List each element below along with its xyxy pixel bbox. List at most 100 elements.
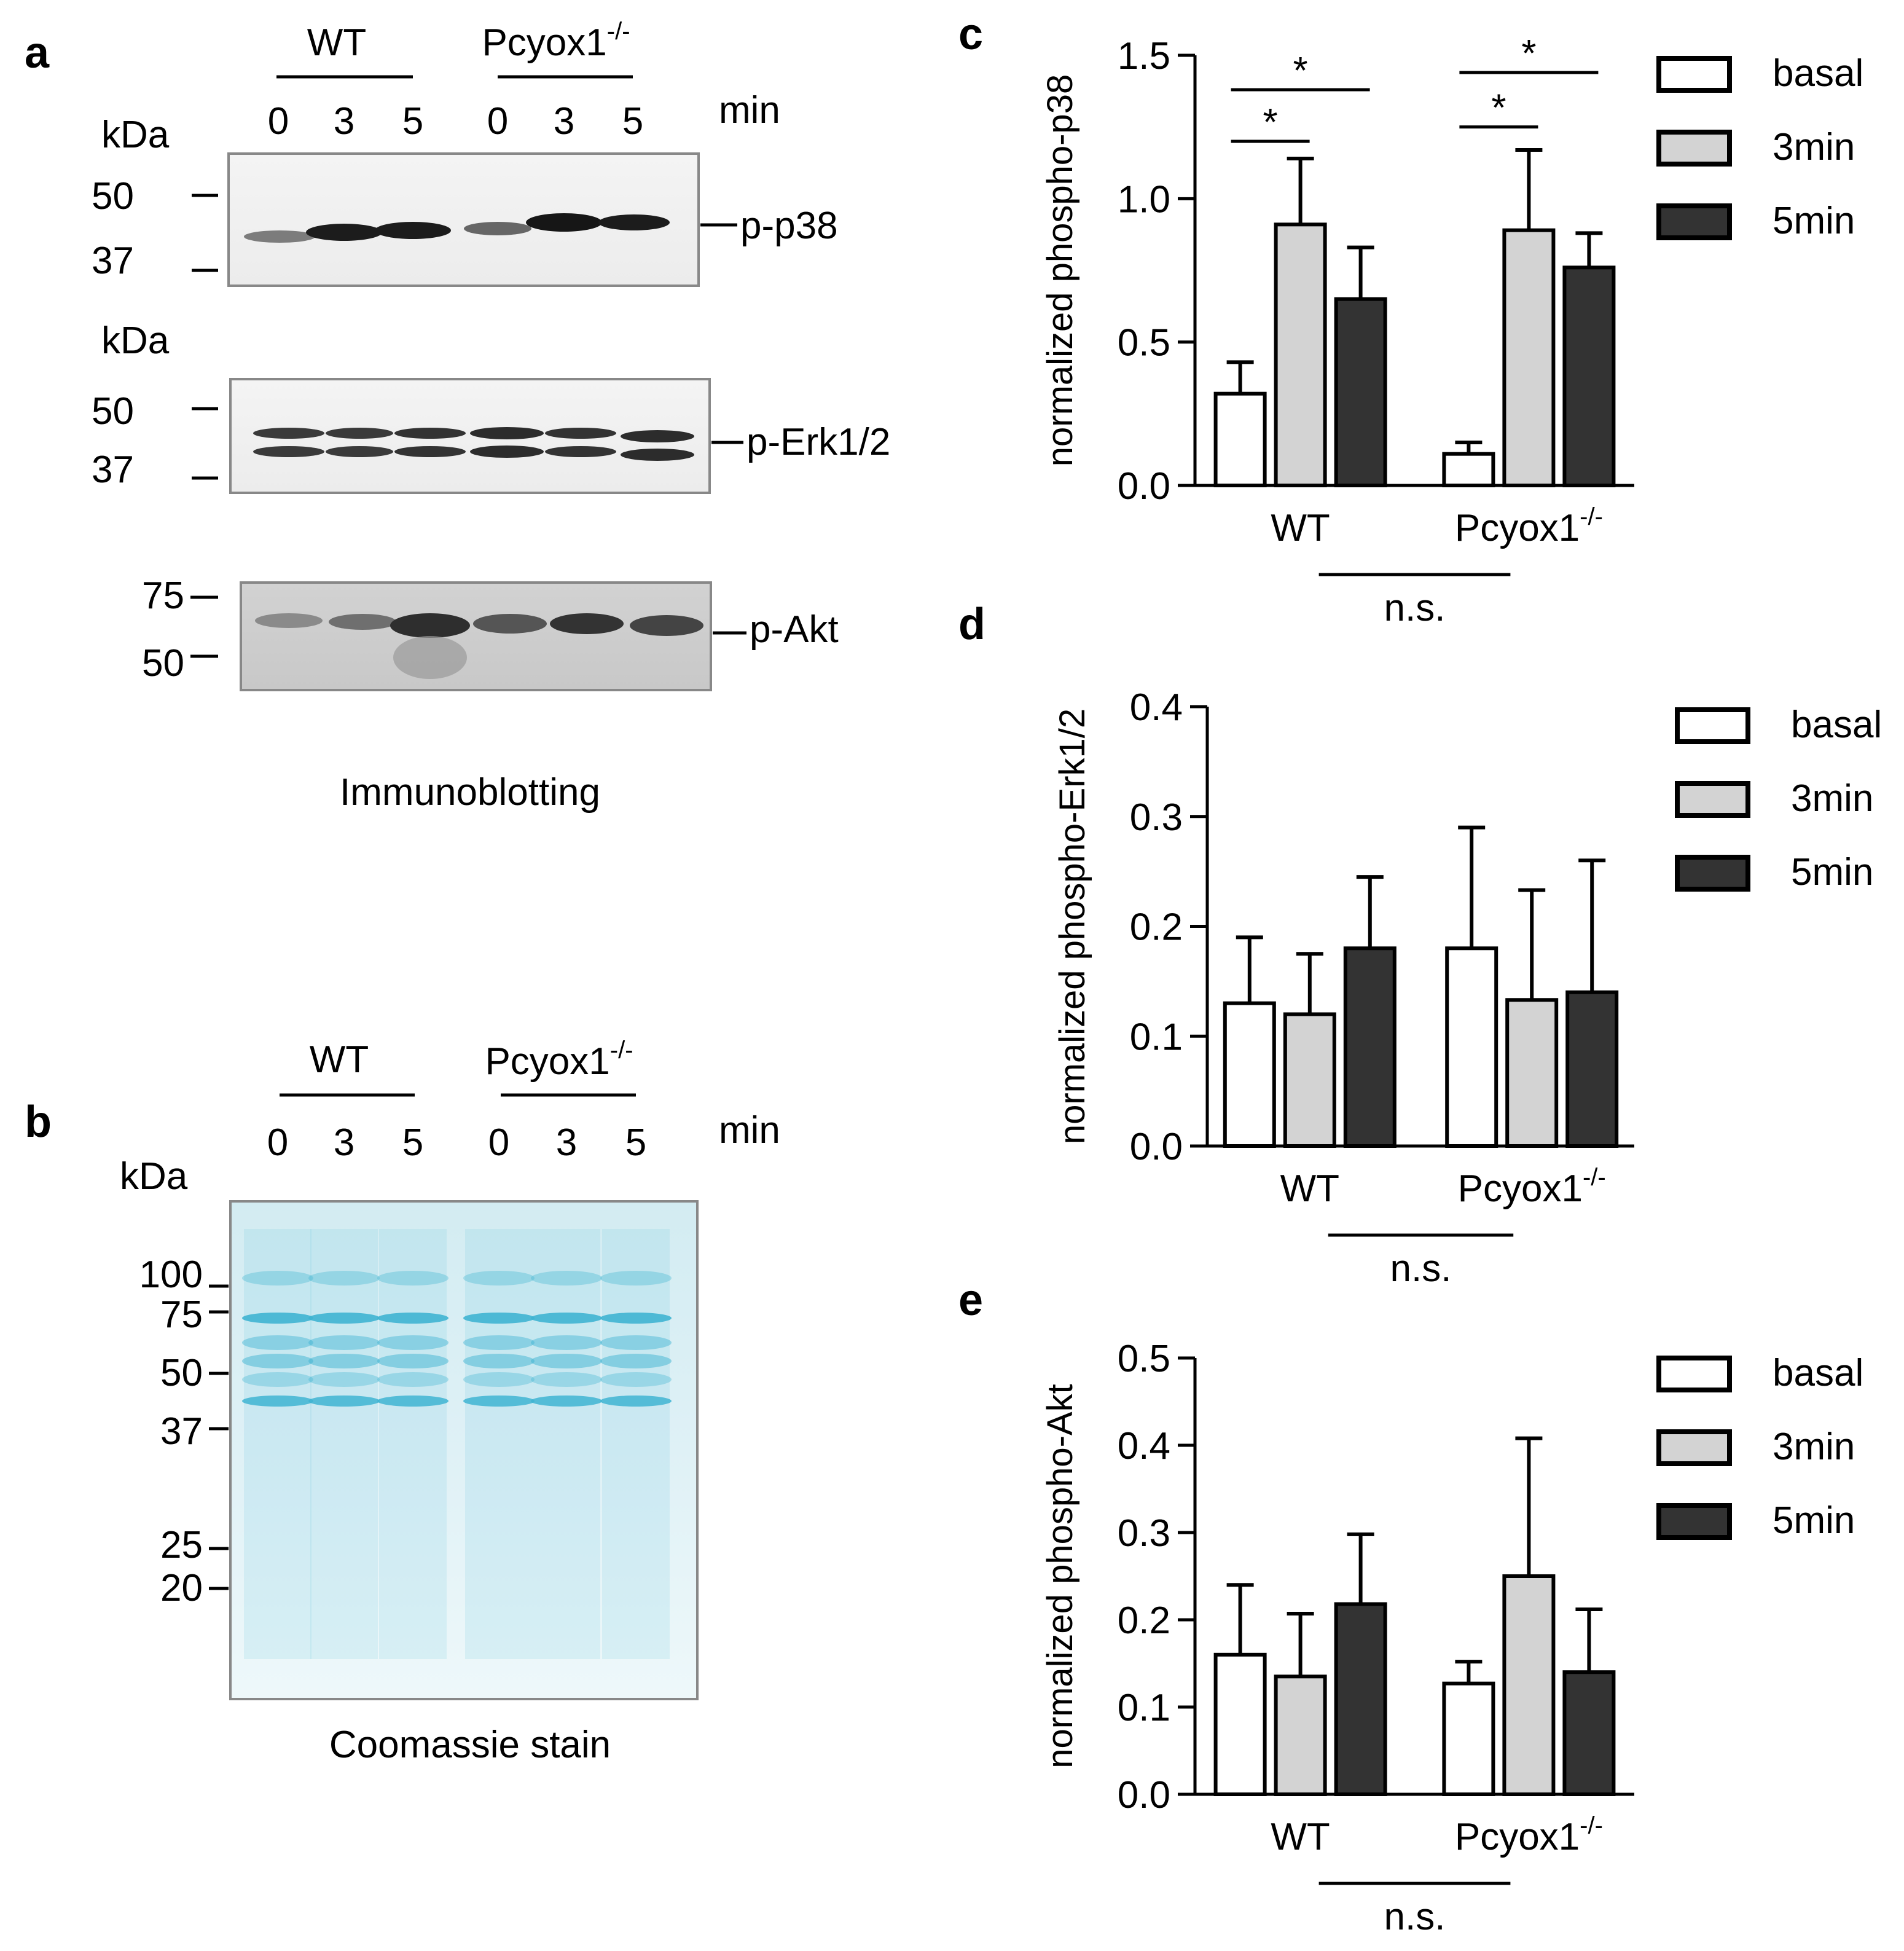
gel-lane-smear [379, 1229, 447, 1659]
gel-band [531, 1335, 602, 1350]
y-tick-label: 0.1 [1118, 1687, 1170, 1729]
marker-label: 37 [160, 1410, 203, 1453]
panel-letter-a: a [25, 28, 50, 77]
legend-label-5min: 5min [1791, 851, 1873, 893]
gel-band [531, 1396, 602, 1407]
caption-coomassie: Coomassie stain [329, 1724, 611, 1766]
x-category-superscript: -/- [1580, 503, 1603, 530]
band [329, 614, 396, 630]
marker-label: 75 [142, 575, 184, 617]
group-label-wt: WT [307, 22, 366, 64]
band [464, 222, 531, 235]
group-label-wt: WT [310, 1038, 369, 1081]
blot-p-p38-bands [244, 213, 670, 243]
group-label-ko-text: Pcyox1 [485, 1040, 609, 1083]
gel-band [308, 1354, 380, 1368]
lane-label: 0 [267, 1121, 288, 1164]
gel-band [242, 1271, 313, 1286]
panel-d-chart: d 0.0 0.1 0.2 0.3 0.4 normalized phospho-Erk1… [958, 600, 1882, 1290]
x-category-text: Pcyox1 [1455, 1816, 1580, 1858]
x-category-text: WT [1271, 507, 1330, 549]
legend-swatch-5min [1656, 1503, 1732, 1540]
lane-label: 0 [268, 100, 289, 143]
kda-label: kDa [120, 1155, 188, 1198]
y-tick-label: 0.5 [1118, 1338, 1170, 1380]
legend-swatch-basal [1675, 707, 1750, 744]
gel-band [377, 1372, 449, 1387]
panel-b: b WT Pcyox1-/- 0 3 5 0 3 5 min kDa 100 7… [25, 1037, 780, 1766]
lane-label: 5 [402, 1121, 423, 1164]
coomassie-lanes [242, 1229, 672, 1659]
legend-label-5min: 5min [1773, 1499, 1855, 1542]
y-tick-label: 0.0 [1130, 1126, 1183, 1168]
caption-immunoblotting: Immunoblotting [340, 771, 600, 814]
gel-band [242, 1396, 313, 1407]
y-tick-label: 0.5 [1118, 322, 1170, 364]
marker-label: 100 [139, 1254, 203, 1296]
chart-e-plot: 0.0 0.1 0.2 0.3 0.4 0.5 normalized phospho-Akt… [1040, 1338, 1863, 1938]
gel-lane-smear [310, 1229, 378, 1659]
bar-5min [1562, 1670, 1616, 1796]
band [545, 428, 616, 439]
y-tick-label: 0.2 [1118, 1600, 1170, 1642]
band [550, 613, 624, 634]
bar-5min [1334, 1602, 1387, 1796]
gel-band [377, 1354, 449, 1368]
legend-label-5min: 5min [1773, 200, 1855, 242]
x-category-label: WT [1271, 1816, 1330, 1858]
lane-label: 0 [488, 1121, 509, 1164]
band [394, 428, 466, 439]
x-category-superscript: -/- [1583, 1164, 1606, 1191]
panel-a: a WT Pcyox1-/- 0 3 5 0 3 5 min kDa 50 37… [25, 18, 890, 814]
band [630, 615, 703, 636]
y-tick-label: 0.3 [1130, 796, 1183, 839]
gel-band [531, 1313, 602, 1324]
gel-band [308, 1372, 380, 1387]
band [253, 446, 324, 457]
band [598, 214, 670, 230]
legend-swatch-basal [1656, 1356, 1732, 1392]
marker-label: 75 [160, 1293, 203, 1336]
kda-label: kDa [101, 320, 170, 362]
bar-basal [1213, 1652, 1267, 1797]
gel-band [463, 1271, 535, 1286]
lane-label: 5 [625, 1121, 646, 1164]
gel-band [600, 1313, 672, 1324]
gel-band [377, 1396, 449, 1407]
x-category-label: Pcyox1-/- [1455, 503, 1603, 549]
significance-marker: * [1521, 33, 1536, 75]
bar-basal [1442, 452, 1495, 488]
significance-marker: * [1293, 50, 1308, 92]
gel-band [463, 1335, 535, 1350]
lane-label: 5 [622, 100, 643, 143]
y-axis-title: normalized phospho-p38 [1040, 74, 1080, 466]
gel-band [308, 1313, 380, 1324]
marker-label: 50 [92, 175, 134, 218]
band [375, 222, 451, 239]
x-category-label: WT [1280, 1168, 1339, 1210]
blot-p-akt-bands [255, 613, 703, 679]
band [253, 428, 324, 439]
chart-d-plot: 0.0 0.1 0.2 0.3 0.4 normalized phospho-Erk1/2… [1052, 686, 1882, 1290]
legend-swatch-3min [1656, 1429, 1732, 1466]
gel-band [531, 1271, 602, 1286]
bar-basal [1223, 1001, 1276, 1148]
bar-5min [1565, 990, 1619, 1148]
marker-label: 20 [160, 1567, 203, 1609]
gel-band [531, 1354, 602, 1368]
blot-label-p-akt: p-Akt [750, 608, 839, 651]
bar-5min [1334, 297, 1387, 487]
gel-lane-smear [533, 1229, 600, 1659]
band [244, 230, 315, 243]
band [326, 428, 393, 439]
group-label-ko: Pcyox1-/- [485, 1037, 633, 1083]
group-label-ko: Pcyox1-/- [482, 18, 630, 64]
legend-label-3min: 3min [1773, 126, 1855, 168]
x-category-label: Pcyox1-/- [1458, 1164, 1606, 1210]
y-tick-label: 0.4 [1118, 1425, 1170, 1467]
bar-basal [1445, 946, 1499, 1148]
gel-band [600, 1372, 672, 1387]
band-smear [393, 636, 467, 679]
x-category-label: WT [1271, 507, 1330, 549]
x-category-superscript: -/- [1580, 1812, 1603, 1839]
